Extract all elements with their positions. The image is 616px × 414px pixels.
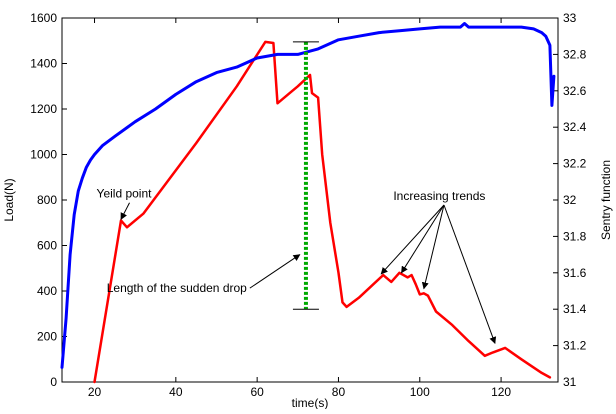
annotation-arrow: [443, 204, 497, 344]
y-left-tick-label: 600: [37, 239, 57, 253]
annotation-label: Yeild point: [97, 187, 153, 201]
y-axis-right-ticks: 31 31.2 31.4 31.6 31.8 32 32.2 32.4 32.6 32.8 33: [553, 11, 587, 389]
y-right-tick-label: 32.8: [563, 47, 587, 61]
y-left-tick-label: 0: [50, 375, 57, 389]
x-tick-label: 60: [250, 385, 264, 399]
y-axis-right-label: Sentry function: [599, 160, 613, 240]
y-right-tick-label: 32.6: [563, 84, 587, 98]
y-right-tick-label: 31.4: [563, 302, 587, 316]
y-axis-left-ticks: 0 200 400 600 800 1000 1200 1400 1600: [30, 11, 67, 389]
x-tick-label: 40: [169, 385, 183, 399]
y-right-tick-label: 32: [563, 193, 577, 207]
y-axis-left-label: Load(N): [2, 178, 16, 221]
series-layer: [60, 22, 556, 384]
x-tick-label: 20: [88, 385, 102, 399]
y-right-tick-label: 31: [563, 375, 577, 389]
annotation-arrow: [401, 204, 445, 274]
annotation-arrow: [380, 204, 445, 275]
x-axis-label: time(s): [292, 396, 329, 409]
y-left-tick-label: 200: [37, 330, 57, 344]
y-right-tick-label: 33: [563, 11, 577, 25]
annotation-layer: Yeild point Length of the sudden drop Incr…: [97, 187, 497, 344]
y-left-tick-label: 1200: [30, 102, 57, 116]
y-right-tick-label: 32.4: [563, 120, 587, 134]
y-right-tick-label: 31.8: [563, 229, 587, 243]
y-right-tick-label: 32.2: [563, 157, 587, 171]
x-tick-label: 120: [491, 385, 511, 399]
y-right-tick-label: 31.6: [563, 266, 587, 280]
y-left-tick-label: 1000: [30, 148, 57, 162]
y-right-tick-label: 31.2: [563, 339, 587, 353]
load-line: [93, 40, 552, 384]
x-tick-label: 100: [410, 385, 430, 399]
annotation-label: Length of the sudden drop: [107, 281, 247, 295]
sentry-function-line: [60, 22, 556, 369]
y-left-tick-label: 1600: [30, 11, 57, 25]
annotation-arrow: [249, 254, 301, 289]
annotation-arrow: [421, 204, 445, 290]
x-tick-label: 80: [332, 385, 346, 399]
y-left-tick-label: 800: [37, 193, 57, 207]
annotation-arrow: [120, 202, 130, 220]
y-left-tick-label: 400: [37, 284, 57, 298]
annotation-label: Increasing trends: [393, 189, 485, 203]
y-left-tick-label: 1400: [30, 57, 57, 71]
x-axis-ticks: 20 40 60 80 100 120: [88, 18, 511, 399]
